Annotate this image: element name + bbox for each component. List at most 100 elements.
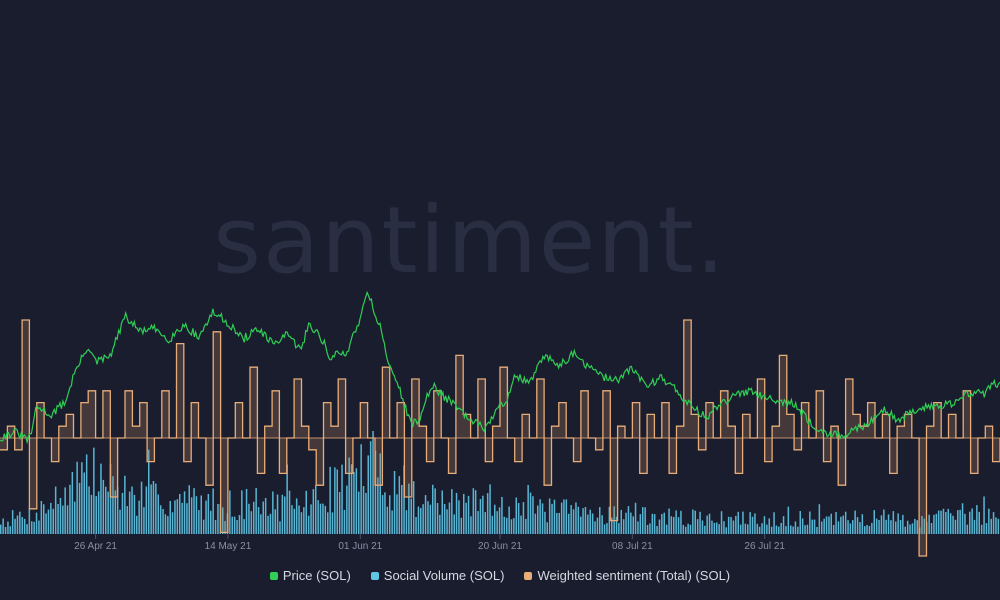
social-volume-bar — [491, 515, 494, 534]
social-volume-bar — [233, 516, 236, 534]
social-volume-bar — [448, 502, 451, 534]
social-volume-bar — [489, 484, 491, 534]
social-volume-bar — [288, 490, 291, 534]
social-volume-bar — [744, 523, 747, 534]
social-volume-bar — [949, 513, 952, 534]
social-volume-bar — [646, 525, 649, 534]
social-volume-bar — [780, 523, 782, 534]
social-volume-bar — [890, 520, 892, 534]
social-volume-bar — [887, 514, 890, 534]
social-volume-bar — [899, 520, 902, 534]
social-volume-bar — [360, 444, 362, 534]
social-volume-bar — [589, 509, 591, 534]
x-axis: 26 Apr 21 14 May 21 01 Jun 21 20 Jun 21 08 J… — [74, 534, 785, 552]
social-volume-bar — [930, 523, 933, 534]
social-volume-bar — [782, 516, 785, 534]
social-volume-bar — [64, 487, 66, 534]
social-volume-bar — [823, 518, 825, 534]
social-volume-bar — [145, 486, 148, 534]
social-volume-bar — [310, 504, 312, 534]
legend-item-social-volume[interactable]: Social Volume (SOL) — [370, 568, 504, 583]
social-volume-bar — [33, 521, 35, 534]
social-volume-bar — [694, 510, 696, 534]
social-volume-bar — [868, 526, 871, 534]
social-volume-bar — [906, 520, 909, 534]
social-volume-bar — [947, 508, 949, 534]
social-volume-bar — [498, 507, 501, 534]
legend-item-price[interactable]: Price (SOL) — [269, 568, 351, 583]
social-volume-bar — [477, 511, 479, 534]
social-volume-bar — [692, 509, 694, 534]
social-volume-bar — [861, 514, 864, 534]
social-volume-bar — [630, 512, 632, 534]
social-volume-bar — [279, 521, 281, 534]
social-volume-bar — [902, 514, 904, 534]
social-volume-bar — [689, 524, 692, 534]
social-volume-bar — [26, 524, 28, 534]
social-volume-bar — [594, 521, 596, 534]
social-volume-bar — [338, 492, 341, 534]
social-volume-bar — [761, 523, 763, 534]
x-tick-label: 14 May 21 — [205, 541, 252, 552]
social-volume-bar — [451, 489, 453, 534]
social-volume-bar — [97, 491, 100, 534]
social-volume-bar — [291, 505, 293, 534]
social-volume-bar — [205, 500, 207, 534]
social-volume-bar — [126, 506, 128, 534]
social-volume-bar — [88, 486, 90, 534]
sentiment-line — [0, 319, 1000, 557]
social-volume-bar — [303, 507, 305, 534]
social-volume-bar — [687, 523, 689, 534]
social-volume-bar — [47, 509, 50, 534]
social-volume-bars — [0, 431, 1000, 534]
social-volume-bar — [582, 508, 584, 534]
social-volume-bar — [341, 464, 343, 534]
social-volume-bar — [90, 494, 93, 534]
social-volume-bar — [942, 508, 945, 534]
social-volume-bar — [474, 490, 477, 534]
social-volume-bar — [441, 490, 443, 534]
social-volume-bar — [307, 515, 310, 534]
social-volume-bar — [479, 499, 482, 534]
social-volume-bar — [859, 522, 861, 534]
social-volume-bar — [720, 511, 723, 534]
social-volume-bar — [969, 511, 971, 534]
social-volume-bar — [866, 524, 868, 534]
social-volume-bar — [527, 485, 529, 534]
social-volume-bar — [653, 514, 656, 534]
social-volume-bar — [460, 517, 463, 534]
social-volume-bar — [625, 512, 627, 534]
social-volume-bar — [434, 488, 436, 534]
social-volume-bar — [563, 499, 565, 534]
social-volume-bar — [188, 485, 190, 534]
social-volume-bar — [455, 492, 458, 534]
social-volume-bar — [16, 515, 19, 534]
social-volume-bar — [835, 512, 837, 534]
social-volume-bar — [358, 491, 360, 534]
social-volume-bar — [59, 498, 62, 534]
legend-item-sentiment[interactable]: Weighted sentiment (Total) (SOL) — [524, 568, 730, 583]
social-volume-bar — [737, 511, 739, 534]
social-volume-bar — [739, 524, 742, 534]
social-volume-bar — [109, 463, 112, 534]
social-volume-bar — [575, 502, 577, 534]
social-volume-bar — [749, 512, 751, 534]
social-volume-bar — [305, 490, 307, 534]
social-volume-bar — [513, 518, 515, 534]
social-volume-bar — [642, 507, 644, 534]
social-volume-bar — [515, 497, 517, 534]
social-volume-bar — [486, 493, 489, 534]
price-line — [0, 290, 1000, 445]
social-volume-bar — [93, 447, 95, 534]
social-volume-bar — [322, 503, 324, 534]
social-volume-bar — [432, 484, 434, 534]
social-volume-bar — [663, 512, 665, 534]
social-volume-bar — [658, 519, 661, 534]
social-volume-bar — [661, 514, 663, 534]
social-volume-bar — [131, 486, 133, 534]
social-volume-bar — [71, 472, 74, 534]
social-volume-bar — [675, 510, 677, 534]
social-volume-bar — [921, 516, 923, 534]
social-volume-bar — [670, 516, 673, 534]
